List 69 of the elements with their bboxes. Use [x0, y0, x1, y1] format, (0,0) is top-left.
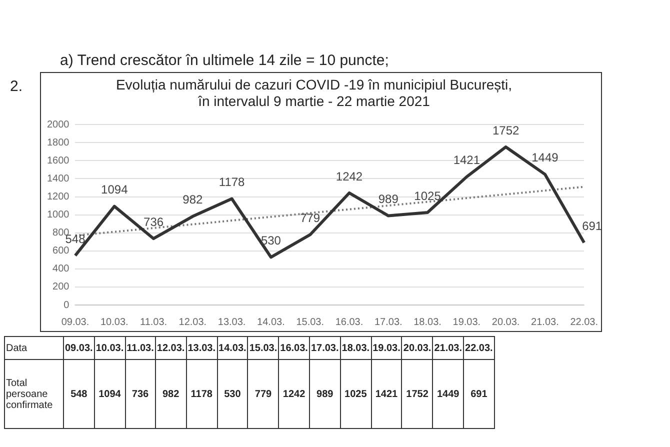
data-label: 1449	[532, 150, 559, 165]
x-tick-label: 15.03.	[296, 316, 324, 328]
data-label: 530	[260, 234, 282, 248]
category-label: 18.03.	[342, 342, 370, 354]
text: 1242	[278, 360, 310, 428]
x-tick-label: 17.03.	[374, 316, 402, 328]
x-tick-label: 19.03.	[452, 316, 481, 328]
text: 1752	[402, 360, 433, 428]
category-label: 14.03.	[218, 342, 246, 354]
text: 1421	[371, 360, 402, 428]
y-tick-label: 1000	[46, 210, 70, 221]
data-label: 1094	[101, 182, 128, 197]
data-label: 1178	[218, 175, 246, 190]
text: Data	[4, 336, 64, 360]
x-tick-label: 20.03.	[492, 316, 520, 328]
y-tick-label: 1400	[46, 173, 70, 184]
category-label: 10.03.	[96, 342, 124, 354]
category-label: 09.03.	[65, 342, 93, 354]
x-tick-label: 16.03.	[335, 316, 364, 328]
data-label: 1242	[336, 169, 363, 184]
y-tick-label: 0	[64, 300, 70, 311]
y-tick-label: 1800	[46, 137, 70, 148]
text: 2.	[10, 78, 23, 95]
y-tick-label: 1200	[46, 192, 70, 203]
text: a) Trend crescător în ultimele 14 zile = 10 puncte;	[60, 52, 389, 69]
text: 548	[64, 360, 94, 428]
text: 736	[125, 360, 156, 428]
text: 989	[309, 360, 340, 428]
x-tick-label: 22.03.	[570, 316, 598, 328]
x-tick-label: 09.03.	[61, 316, 90, 328]
text: 1094	[94, 360, 126, 428]
x-tick-label: 11.03.	[140, 316, 168, 328]
text: 982	[155, 360, 186, 428]
chart-title: Evoluția numărului de cazuri COVID -19 în municipiul București, în intervalul 9 martie - 22 martie 2021	[116, 76, 512, 110]
y-tick-label: 400	[52, 264, 70, 275]
text: 1025	[340, 360, 372, 428]
y-tick-label: 200	[52, 282, 70, 293]
text: 691	[464, 360, 494, 428]
x-tick-label: 13.03.	[218, 316, 246, 328]
x-tick-label: 12.03.	[178, 316, 207, 328]
y-tick-label: 1600	[46, 155, 70, 166]
x-tick-label: 14.03.	[257, 316, 285, 328]
category-label: 19.03.	[372, 342, 400, 354]
text: 1449	[432, 360, 464, 428]
text: 779	[248, 360, 279, 428]
category-label: 13.03.	[188, 342, 216, 354]
category-label: 20.03.	[403, 342, 432, 354]
data-label: 1421	[453, 153, 480, 168]
x-tick-label: 18.03.	[414, 316, 442, 328]
category-label: 21.03.	[434, 342, 462, 354]
category-label: 12.03.	[156, 342, 185, 354]
x-tick-label: 10.03.	[100, 316, 128, 328]
y-tick-label: 2000	[46, 119, 70, 130]
y-tick-label: 600	[52, 246, 70, 257]
data-label: 1752	[492, 123, 520, 138]
data-label: 779	[300, 211, 320, 226]
text: 530	[217, 360, 248, 428]
x-tick-label: 21.03.	[531, 316, 559, 328]
text: 1178	[186, 360, 218, 428]
category-label: 17.03.	[310, 342, 339, 354]
category-label: 15.03.	[249, 342, 278, 354]
data-label: 736	[144, 214, 164, 229]
data-label: 989	[378, 192, 399, 206]
category-label: 22.03.	[465, 342, 493, 354]
text: Total persoane confirmate	[4, 360, 64, 428]
data-label: 1025	[414, 188, 442, 203]
data-label: 982	[182, 192, 204, 207]
category-label: 16.03.	[280, 342, 308, 354]
category-label: 11.03.	[126, 342, 154, 354]
